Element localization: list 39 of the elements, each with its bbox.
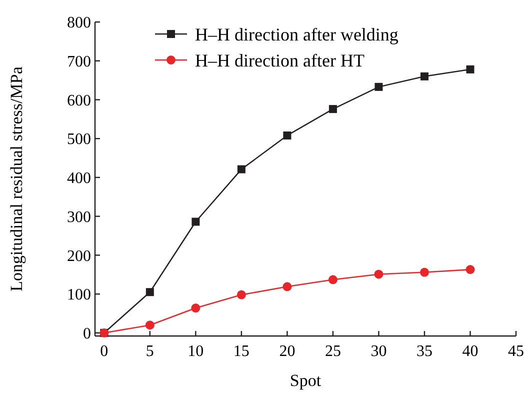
point (191, 304, 200, 313)
x-tick-label: 30 (370, 343, 387, 360)
legend-label: H–H direction after welding (195, 24, 398, 44)
x-tick-label: 15 (233, 343, 250, 360)
x-tick-label: 45 (508, 343, 524, 360)
point (328, 105, 337, 114)
point (374, 82, 383, 91)
x-tick-label: 20 (279, 343, 296, 360)
x-tick-label: 40 (462, 343, 478, 360)
y-tick-label: 400 (67, 170, 91, 188)
point (466, 65, 474, 74)
x-tick-label: 25 (324, 343, 341, 360)
x-tick-label: 10 (188, 343, 204, 360)
point (145, 320, 154, 330)
point (466, 265, 475, 274)
point (237, 165, 246, 174)
point (420, 72, 428, 80)
x-axis-title: Spot (290, 371, 322, 390)
y-tick-label: 600 (67, 92, 91, 110)
x-tick-label: 5 (146, 343, 154, 360)
y-tick-label: 100 (67, 286, 91, 304)
x-tick-label: 35 (416, 343, 432, 360)
y-tick-label: 700 (67, 53, 91, 70)
point (192, 218, 200, 226)
y-tick-label: 300 (67, 208, 91, 226)
point (420, 268, 429, 277)
legend-label: H–H direction after HT (195, 50, 364, 70)
point (374, 270, 384, 279)
y-axis-title: Longitudinal residual stress/MPa (7, 66, 26, 292)
y-tick-label: 800 (67, 14, 91, 32)
y-tick-label: 500 (67, 131, 91, 148)
point (146, 288, 154, 296)
point (236, 290, 246, 300)
point (283, 131, 292, 140)
y-tick-label: 200 (67, 248, 91, 265)
point (282, 282, 292, 292)
y-tick-label: 0 (83, 325, 91, 342)
x-tick-label: 0 (100, 343, 108, 360)
point (328, 275, 338, 284)
